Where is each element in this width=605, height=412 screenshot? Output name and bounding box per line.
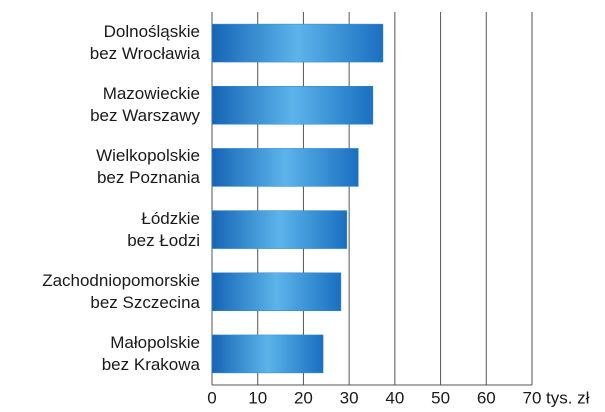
bar <box>211 148 359 187</box>
bar <box>211 86 374 125</box>
y-tick-label: Zachodniopomorskie bez Szczecina <box>42 270 200 312</box>
bar <box>211 272 342 311</box>
bar <box>211 210 348 249</box>
x-tick-label: 10 <box>248 388 267 407</box>
bar <box>211 334 324 374</box>
x-axis-label: tys. zł <box>546 388 590 407</box>
y-tick-label: Mazowieckie bez Warszawy <box>90 84 200 126</box>
x-tick-label: 50 <box>431 388 450 407</box>
bar <box>211 23 384 63</box>
x-tick-label: 40 <box>385 388 404 407</box>
x-tick-label: 30 <box>340 388 359 407</box>
y-tick-label: Łódzkie bez Łodzi <box>127 208 200 250</box>
x-tick-label: 0 <box>207 388 216 407</box>
x-tick-label: 60 <box>477 388 496 407</box>
x-tick-label: 20 <box>294 388 313 407</box>
y-tick-label: Małopolskie bez Krakowa <box>101 332 200 374</box>
y-tick-label: Dolnośląskie bez Wrocławia <box>89 22 200 64</box>
x-tick-label: 70 <box>523 388 542 407</box>
y-tick-label: Wielkopolskie bez Poznania <box>96 146 200 188</box>
